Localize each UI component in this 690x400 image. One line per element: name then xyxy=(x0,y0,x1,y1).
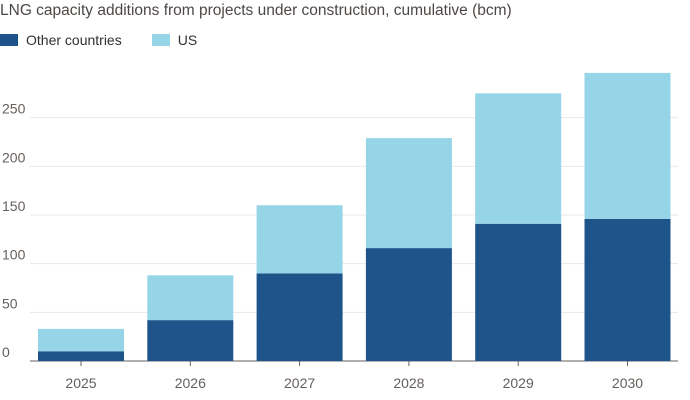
y-tick-label: 200 xyxy=(2,149,26,165)
chart-title: LNG capacity additions from projects und… xyxy=(0,2,512,19)
y-tick-label: 150 xyxy=(2,198,26,214)
grid xyxy=(30,117,678,362)
y-tick-label: 100 xyxy=(2,247,26,263)
bar-us-2026 xyxy=(147,275,234,321)
x-tick-label: 2030 xyxy=(612,375,643,391)
bar-other-countries-2025 xyxy=(38,351,124,361)
y-tick-label: 0 xyxy=(2,344,10,360)
x-tick-label: 2025 xyxy=(65,375,96,391)
bar-us-2028 xyxy=(365,138,452,249)
bar-other-countries-2030 xyxy=(584,218,671,361)
bar-other-countries-2029 xyxy=(475,223,562,361)
bar-us-2025 xyxy=(38,328,124,352)
bar-other-countries-2028 xyxy=(365,248,452,361)
legend: Other countries US xyxy=(0,32,227,48)
bar-us-2027 xyxy=(256,205,343,274)
legend-label-us: US xyxy=(177,32,198,48)
legend-item-us: US xyxy=(151,32,198,48)
y-tick-label: 50 xyxy=(2,295,18,311)
bar-us-2029 xyxy=(475,93,562,224)
legend-label-other-countries: Other countries xyxy=(26,32,122,48)
x-tick-label: 2026 xyxy=(175,375,206,391)
y-tick-label: 250 xyxy=(2,101,26,117)
legend-swatch-other-countries xyxy=(0,34,18,46)
x-tick-label: 2029 xyxy=(503,375,534,391)
x-tick-label: 2027 xyxy=(284,375,315,391)
legend-item-other-countries: Other countries xyxy=(0,32,122,48)
bar-other-countries-2027 xyxy=(256,273,343,361)
y-axis: 0 50 100 150 200 250 xyxy=(2,101,26,360)
x-axis: 2025 2026 2027 2028 2029 2030 xyxy=(65,361,643,391)
legend-swatch-us xyxy=(151,34,170,46)
x-tick-label: 2028 xyxy=(393,375,424,391)
bar-us-2030 xyxy=(584,72,671,219)
bars xyxy=(38,72,671,361)
bar-other-countries-2026 xyxy=(147,320,234,361)
